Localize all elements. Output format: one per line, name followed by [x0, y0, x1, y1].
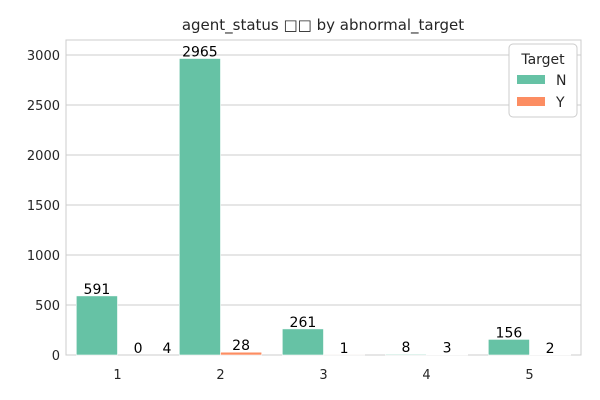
legend-title: Target: [520, 52, 565, 68]
legend-label-n: N: [556, 73, 566, 89]
bar-n-3: [281, 328, 324, 356]
data-label: 2: [546, 341, 555, 357]
y-tick-label: 3000: [27, 49, 60, 64]
data-label: 8: [401, 340, 410, 356]
data-label: 28: [232, 338, 250, 354]
y-tick-label: 0: [52, 349, 60, 364]
x-tick-label: 1: [113, 368, 121, 383]
bars: [76, 58, 572, 356]
data-label: 3: [443, 341, 452, 357]
chart-title: agent_status □□ by abnormal_target: [182, 16, 464, 35]
y-tick-label: 1000: [27, 249, 60, 264]
data-label: 156: [496, 325, 523, 341]
extra-count-label: 4: [162, 341, 171, 357]
x-tick-label: 2: [216, 368, 224, 383]
data-labels: 591 0 2965 28 261 1 8 3 156 2 4: [84, 45, 555, 358]
y-tick-label: 2000: [27, 149, 60, 164]
legend: Target N Y: [508, 43, 578, 118]
data-label: 2965: [182, 45, 218, 61]
y-tick-label: 2500: [27, 99, 60, 114]
x-tick-label: 4: [422, 368, 430, 383]
gridlines: [66, 54, 581, 356]
bar-n-2: [179, 58, 221, 356]
bar-n-1: [76, 295, 118, 356]
legend-label-y: Y: [555, 95, 565, 111]
data-label: 591: [84, 282, 111, 298]
data-label: 0: [134, 341, 143, 357]
x-tick-label: 3: [319, 368, 327, 383]
legend-swatch-n: [517, 75, 545, 84]
data-label: 261: [290, 315, 317, 331]
bar-y-2: [220, 351, 263, 356]
x-axis: 1 2 3 4 5: [113, 368, 533, 383]
bar-n-5: [487, 339, 530, 356]
y-axis: 0 500 1000 1500 2000 2500 3000: [27, 49, 60, 364]
y-tick-label: 500: [35, 299, 60, 314]
legend-swatch-y: [517, 97, 545, 106]
plot-frame: [65, 39, 582, 356]
y-tick-label: 1500: [27, 199, 60, 214]
x-tick-label: 5: [525, 368, 533, 383]
data-label: 1: [340, 341, 349, 357]
